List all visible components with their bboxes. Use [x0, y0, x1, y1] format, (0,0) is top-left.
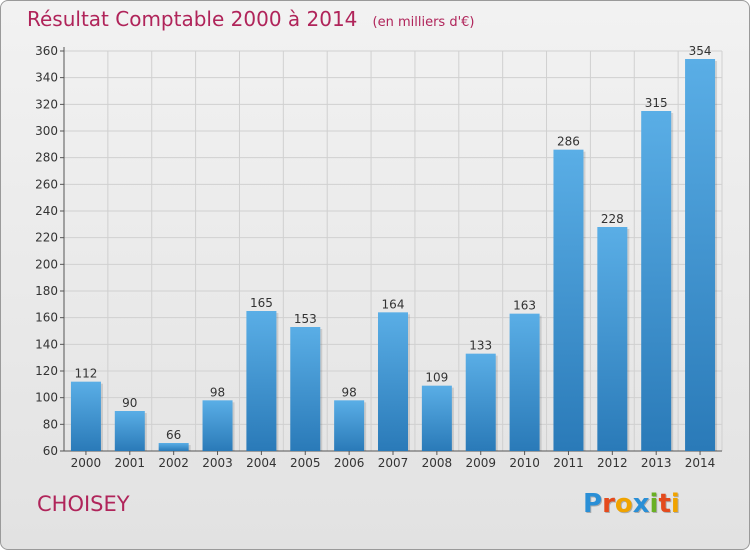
- x-tick-label-2005: 2005: [290, 456, 321, 470]
- y-tick-label: 180: [35, 284, 58, 298]
- x-tick-label-2007: 2007: [378, 456, 409, 470]
- data-label-2013: 315: [645, 96, 668, 110]
- chart-subtitle: (en milliers d'€): [372, 15, 475, 30]
- data-label-2014: 354: [689, 44, 712, 58]
- data-label-2002: 66: [166, 428, 181, 442]
- proxiti-logo: Proxiti: [583, 489, 680, 519]
- y-tick-label: 300: [35, 124, 58, 138]
- bar-2009: [465, 353, 496, 451]
- data-labels: 112 90 66 98 165 153 98 164 109 133 163 286 228 315 35…: [74, 44, 711, 442]
- data-label-2006: 98: [341, 385, 356, 399]
- bar-2014: [685, 59, 716, 451]
- bar-2012: [597, 227, 628, 451]
- data-label-2003: 98: [210, 385, 225, 399]
- logo-letter: P: [583, 489, 603, 519]
- data-label-2007: 164: [382, 297, 405, 311]
- data-label-2005: 153: [294, 312, 317, 326]
- bar-2011: [553, 149, 584, 451]
- y-tick-label: 200: [35, 257, 58, 271]
- data-label-2004: 165: [250, 296, 273, 310]
- y-tick-label: 160: [35, 311, 58, 325]
- data-label-2012: 228: [601, 212, 624, 226]
- data-label-2010: 163: [513, 299, 536, 313]
- bar-2013: [641, 111, 672, 451]
- x-tick-label-2001: 2001: [115, 456, 146, 470]
- y-tick-label: 280: [35, 151, 58, 165]
- y-tick-label: 80: [43, 417, 58, 431]
- bar-2001: [114, 411, 145, 451]
- x-tick-label-2009: 2009: [465, 456, 496, 470]
- x-tick-label-2014: 2014: [685, 456, 716, 470]
- data-label-2011: 286: [557, 135, 580, 149]
- x-tick-label-2004: 2004: [246, 456, 277, 470]
- x-tick-label-2011: 2011: [553, 456, 584, 470]
- y-tick-label: 260: [35, 177, 58, 191]
- bar-2002: [158, 443, 189, 451]
- y-tick-label: 100: [35, 391, 58, 405]
- bar-2008: [421, 385, 452, 451]
- logo-letter: x: [632, 489, 650, 519]
- bar-2003: [202, 400, 233, 451]
- bar-2006: [334, 400, 365, 451]
- x-tick-label-2012: 2012: [597, 456, 628, 470]
- y-tick-label: 220: [35, 231, 58, 245]
- bar-2000: [70, 381, 101, 451]
- x-tick-label-2002: 2002: [158, 456, 189, 470]
- logo-letter: t: [658, 489, 671, 519]
- data-label-2009: 133: [469, 339, 492, 353]
- data-label-2001: 90: [122, 396, 137, 410]
- logo-letter: o: [614, 489, 633, 519]
- x-tick-label-2013: 2013: [641, 456, 672, 470]
- bars: [70, 59, 718, 451]
- bar-2010: [509, 313, 540, 451]
- y-tick-label: 140: [35, 337, 58, 351]
- x-tick-label-2003: 2003: [202, 456, 233, 470]
- data-label-2008: 109: [425, 371, 448, 385]
- bar-2007: [378, 312, 408, 451]
- commune-name: CHOISEY: [37, 492, 130, 516]
- chart-title-row: Résultat Comptable 2000 à 2014 (en milli…: [27, 7, 474, 31]
- y-tick-label: 340: [35, 71, 58, 85]
- chart-title: Résultat Comptable 2000 à 2014: [27, 7, 358, 31]
- y-tick-label: 320: [35, 97, 58, 111]
- y-tick-label: 120: [35, 364, 58, 378]
- logo-letter: i: [649, 489, 659, 519]
- y-tick-label: 240: [35, 204, 58, 218]
- bar-2005: [290, 327, 321, 451]
- x-tick-label-2010: 2010: [509, 456, 540, 470]
- data-label-2000: 112: [74, 367, 97, 381]
- bar-2004: [246, 311, 277, 451]
- logo-letter: r: [602, 489, 615, 519]
- logo-letter: i: [670, 489, 680, 519]
- x-tick-label-2008: 2008: [422, 456, 453, 470]
- y-tick-label: 360: [35, 44, 58, 58]
- x-tick-label-2000: 2000: [71, 456, 102, 470]
- y-tick-label: 60: [43, 444, 58, 458]
- x-tick-label-2006: 2006: [334, 456, 365, 470]
- tick-labels: 60 80 100 120 140 160 180 200 220 240 260 280 300 320…: [35, 44, 715, 470]
